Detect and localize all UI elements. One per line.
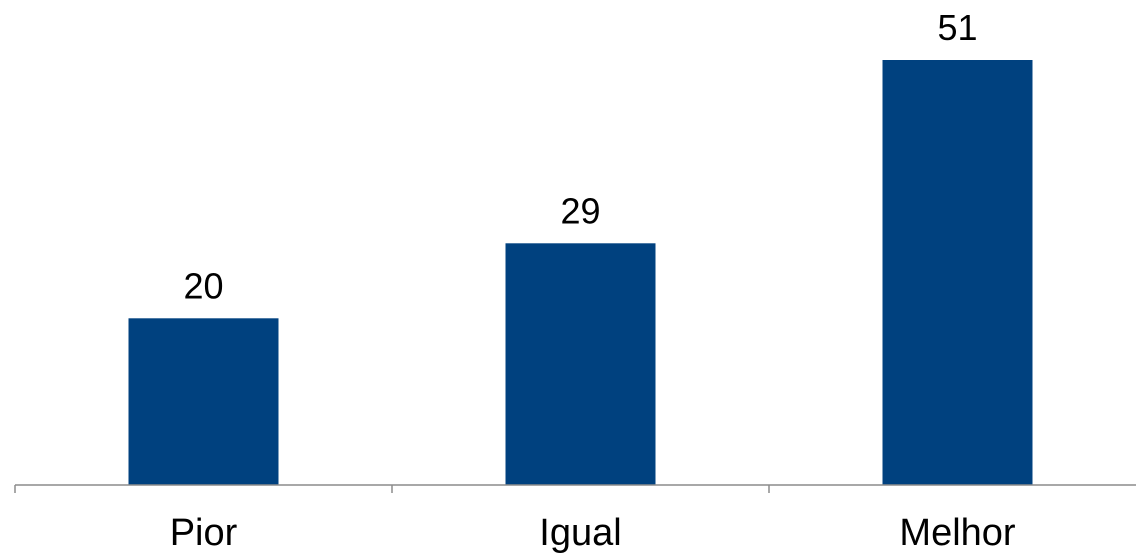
x-axis: [14, 484, 1136, 493]
data-label-melhor: 51: [937, 7, 977, 48]
bar-pior: [128, 318, 279, 485]
data-labels-layer: 20 29 51: [183, 7, 977, 306]
data-label-igual: 29: [560, 190, 600, 231]
x-tick-label-pior: Pior: [170, 512, 238, 554]
bar-igual: [505, 243, 656, 485]
data-label-pior: 20: [183, 265, 223, 306]
x-tick-label-igual: Igual: [539, 512, 621, 554]
x-tick-labels-layer: Pior Igual Melhor: [170, 512, 1016, 554]
bar-melhor: [882, 60, 1033, 485]
x-tick-label-melhor: Melhor: [899, 512, 1015, 554]
bars-layer: [128, 60, 1033, 485]
